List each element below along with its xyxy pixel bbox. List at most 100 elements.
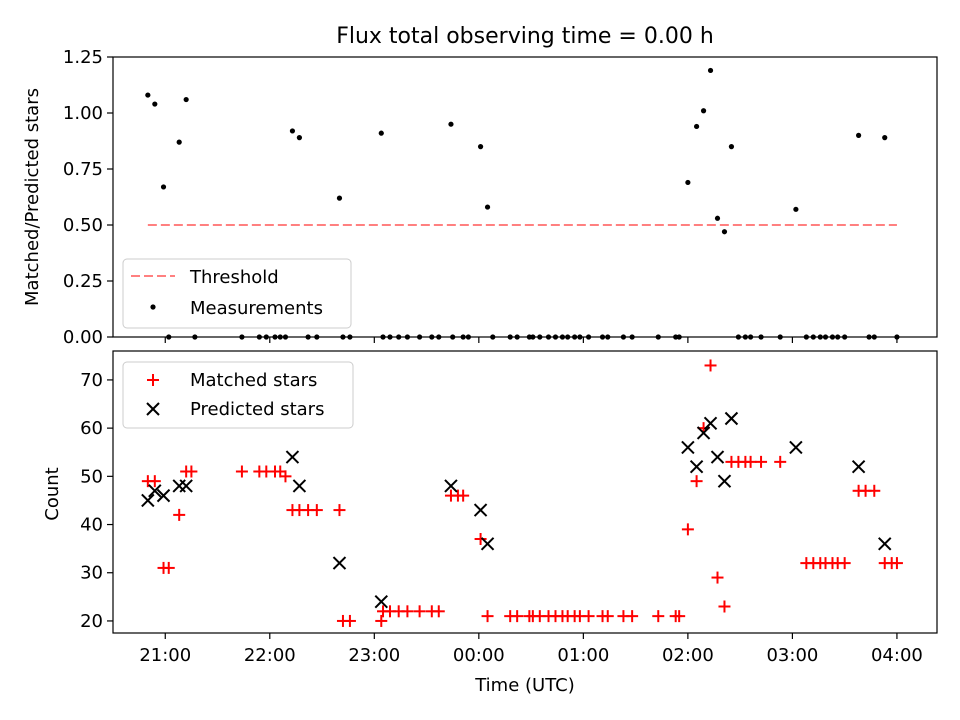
predicted-stars-points [141,411,892,609]
measurement-point [152,101,158,107]
matched-star-point [511,610,524,623]
matched-star-point [868,484,881,497]
matched-star-point [279,470,292,483]
predicted-star-point [473,503,488,517]
predicted-star-point [332,556,347,570]
x-tick-label: 00:00 [453,645,505,666]
predicted-star-point [717,474,732,488]
top-legend: Threshold Measurements [122,258,352,329]
x-tick-label: 22:00 [244,645,296,666]
x-tick-label: 03:00 [766,645,818,666]
bottom-legend-box [122,361,354,429]
predicted-star-point [292,479,307,493]
bottom-x-ticks: 21:00 22:00 23:00 00:00 01:00 02:00 03:00 04:00 [139,633,923,666]
matched-star-point [582,610,595,623]
matched-star-point [718,600,731,613]
bottom-y-tick-label: 30 [80,563,103,584]
measurement-point [145,92,151,98]
measurement-point [856,132,862,138]
predicted-star-point [179,479,193,493]
measurement-point [160,184,167,190]
predicted-star-point [156,488,171,503]
chart-title: Flux total observing time = 0.00 h [336,24,714,49]
top-y-tick-label: 1.00 [63,103,103,124]
bottom-y-ticks: 20 30 40 50 60 70 [80,370,113,632]
legend-predicted-label: Predicted stars [190,399,324,420]
bottom-y-tick-label: 40 [80,515,103,536]
predicted-star-point [141,493,155,508]
matched-star-point [652,610,665,623]
matched-star-point [401,605,414,618]
measurement-point [477,144,484,150]
top-y-tick-label: 0.25 [63,271,103,292]
matched-star-point [755,455,768,468]
x-tick-label: 23:00 [348,645,400,666]
measurement-point [714,215,721,221]
measurement-point [728,144,735,150]
legend-measurements-swatch [150,304,156,310]
matched-star-point [601,610,614,623]
top-y-ticks: 0.00 0.25 0.50 0.75 1.00 1.25 [63,47,113,348]
measurement-point [378,130,384,136]
measurement-point [685,179,691,186]
matched-star-point [474,533,487,545]
x-tick-label: 02:00 [662,645,714,666]
predicted-star-point [703,416,718,431]
predicted-star-point [444,479,458,493]
measurement-point [296,135,303,141]
x-axis-label: Time (UTC) [474,675,575,696]
bottom-plot-frame [112,350,938,634]
matched-star-point [375,614,388,627]
legend-matched-marker [147,374,159,386]
predicted-star-point [789,440,803,455]
x-tick-label: 21:00 [139,645,191,666]
x-tick-label: 01:00 [557,645,609,666]
legend-predicted-swatch [146,402,160,416]
matched-star-point [413,605,426,618]
x-tick-label: 04:00 [871,645,923,666]
matched-star-point [173,508,186,521]
legend-matched-swatch [147,374,159,386]
measurement-point [700,108,707,114]
matched-star-point [457,489,470,502]
matched-star-point [690,475,703,488]
top-plot-frame [112,56,938,338]
matched-star-point [890,557,903,570]
top-legend-box [122,258,352,329]
bottom-y-tick-label: 60 [80,418,103,439]
bottom-legend: Matched stars Predicted stars [122,361,354,429]
measurement-point [448,121,454,127]
predicted-star-point [285,450,300,464]
measurement-point [721,229,728,235]
top-y-axis-label: Matched/Predicted stars [22,88,43,306]
predicted-star-point [851,459,866,474]
measurement-point [882,135,888,141]
matched-star-point [681,523,694,536]
predicted-star-point [480,537,495,551]
matched-star-point [704,359,717,372]
predicted-star-point [724,411,739,426]
top-panel: 0.00 0.25 0.50 0.75 1.00 1.25 Matched/Predict… [22,47,938,348]
matched-star-point [774,455,787,468]
measurement-point [484,204,491,210]
measurement-point [289,128,296,134]
top-y-tick-label: 1.25 [63,47,103,68]
matched-star-point [148,475,161,488]
matched-star-point [310,504,323,517]
legend-threshold-label: Threshold [189,267,279,288]
bottom-y-tick-label: 20 [80,611,103,632]
legend-matched-label: Matched stars [190,370,317,391]
matched-stars-points [141,359,903,627]
predicted-star-point [148,484,162,498]
measurement-point [336,195,343,201]
top-y-tick-label: 0.50 [63,215,103,236]
measurement-point [693,123,700,130]
predicted-star-point [696,426,711,440]
matched-star-point [343,614,356,627]
bottom-panel: 20 30 40 50 60 70 21:00 22:00 23:00 00:00 01:00 02… [42,350,938,696]
matched-star-point [744,455,757,468]
matched-star-point [838,557,851,570]
matched-star-point [673,610,686,623]
